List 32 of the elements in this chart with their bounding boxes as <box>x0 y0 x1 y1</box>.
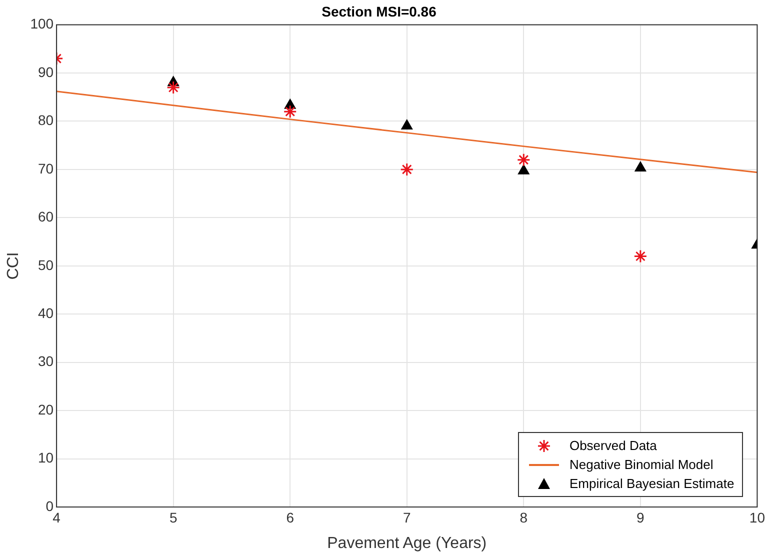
y-tick-label: 80 <box>38 112 54 128</box>
y-tick-label: 60 <box>38 208 54 225</box>
point <box>400 162 414 176</box>
legend-label: Empirical Bayesian Estimate <box>569 476 734 491</box>
x-tick-label: 6 <box>286 509 294 526</box>
point <box>283 104 297 118</box>
y-tick-label: 10 <box>38 450 54 466</box>
x-tick-label: 5 <box>169 509 178 526</box>
x-tick-label: 8 <box>520 509 528 526</box>
y-tick-label: 50 <box>38 256 54 273</box>
x-axis-title: Pavement Age (Years) <box>327 534 487 552</box>
y-tick-label: 20 <box>38 401 54 418</box>
point <box>518 164 530 174</box>
legend-label: Negative Binomial Model <box>569 457 714 472</box>
x-tick-label: 7 <box>402 509 411 526</box>
y-tick-label: 40 <box>38 304 54 321</box>
x-tick-label: 10 <box>749 509 766 526</box>
y-tick-label: 90 <box>38 64 54 80</box>
point <box>634 250 648 264</box>
point <box>401 120 413 130</box>
point <box>166 80 180 94</box>
y-axis-title: CCI <box>5 252 22 280</box>
point <box>634 162 646 172</box>
y-tick-label: 0 <box>46 498 54 514</box>
x-tick-label: 4 <box>52 509 61 526</box>
x-tick-label: 9 <box>636 509 645 526</box>
point <box>516 153 530 167</box>
y-tick-label: 30 <box>38 353 54 370</box>
y-tick-label: 100 <box>30 16 54 32</box>
chart-title: Section MSI=0.86 <box>322 3 437 20</box>
y-tick-label: 70 <box>38 160 54 176</box>
legend-label: Observed Data <box>569 438 657 453</box>
